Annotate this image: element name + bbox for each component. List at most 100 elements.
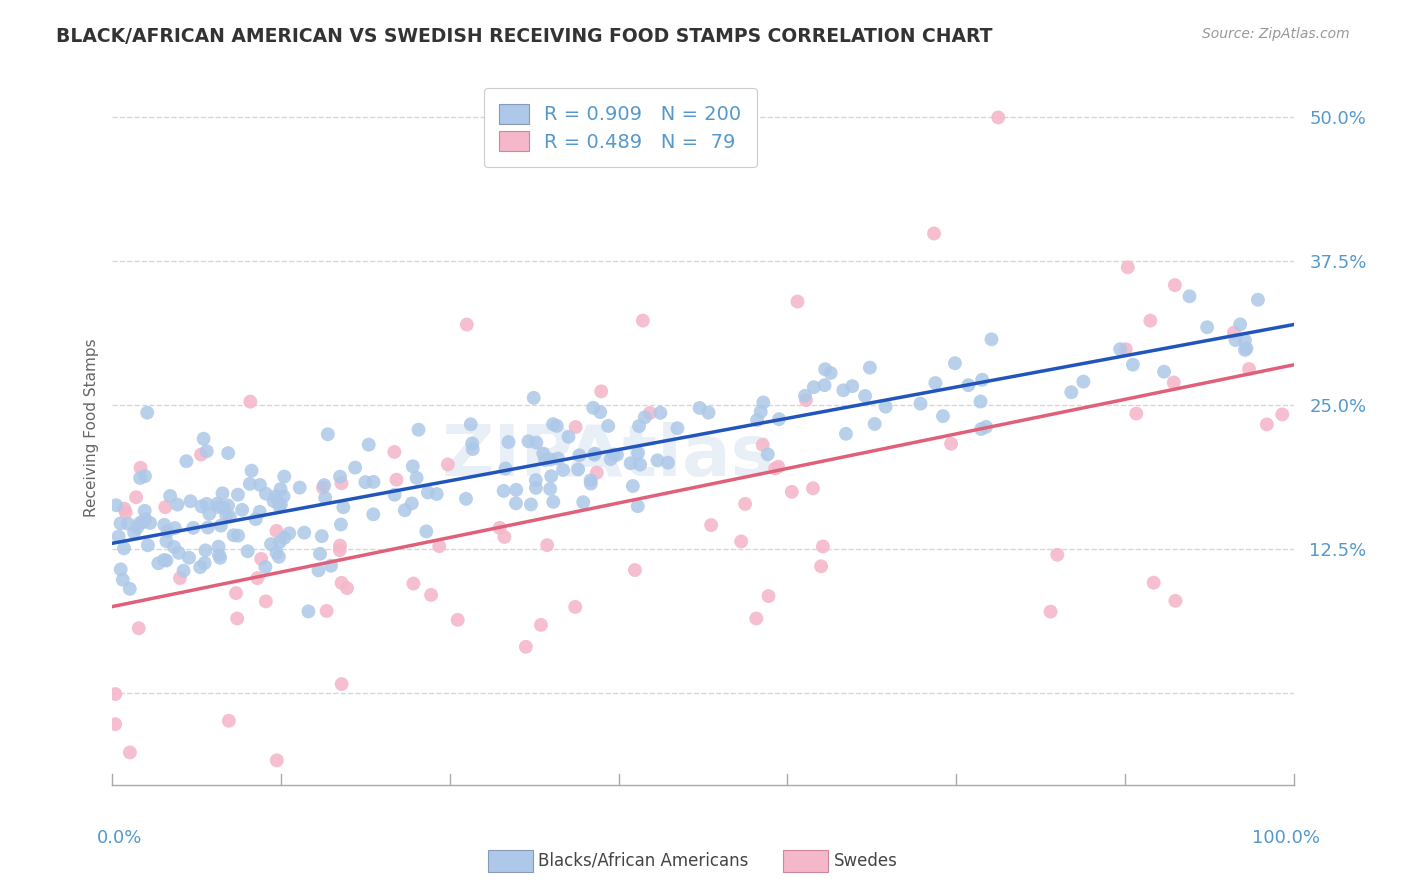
Point <box>505 483 527 497</box>
Point <box>266 524 288 538</box>
Point <box>405 471 427 485</box>
Point <box>163 540 186 554</box>
Point <box>461 442 484 456</box>
Point <box>297 604 319 618</box>
Point <box>330 575 353 590</box>
Point <box>1164 594 1187 608</box>
Point <box>910 397 932 411</box>
Point <box>494 530 516 544</box>
Point <box>666 421 689 435</box>
Point <box>540 469 562 483</box>
Point <box>195 444 218 458</box>
Point <box>218 509 240 524</box>
Text: Swedes: Swedes <box>834 852 897 870</box>
Point <box>316 427 339 442</box>
Text: ZIPAtlas: ZIPAtlas <box>443 422 775 491</box>
Point <box>763 461 786 475</box>
Point <box>236 544 259 558</box>
Point <box>598 419 620 434</box>
Point <box>620 456 643 470</box>
Point <box>402 576 425 591</box>
Point <box>628 458 651 472</box>
Point <box>505 496 527 510</box>
Point <box>939 436 962 450</box>
Point <box>155 534 177 549</box>
Point <box>254 594 277 608</box>
Point <box>385 473 408 487</box>
Point <box>768 412 790 426</box>
Point <box>112 541 135 556</box>
Point <box>853 389 876 403</box>
Point <box>155 500 177 515</box>
Point <box>139 516 162 530</box>
Point <box>194 543 217 558</box>
Point <box>786 294 808 309</box>
Point <box>402 459 425 474</box>
Point <box>166 498 188 512</box>
Point <box>197 520 219 534</box>
Point <box>1233 334 1256 348</box>
Point <box>314 491 336 505</box>
Point <box>606 448 628 462</box>
Point <box>222 528 245 542</box>
Point <box>943 356 966 370</box>
Point <box>456 318 478 332</box>
Point <box>110 516 132 531</box>
Point <box>426 487 449 501</box>
Point <box>1178 289 1201 303</box>
Point <box>136 538 159 552</box>
Point <box>591 384 613 399</box>
Point <box>332 500 354 515</box>
Point <box>974 420 997 434</box>
Y-axis label: Receiving Food Stamps: Receiving Food Stamps <box>83 339 98 517</box>
Point <box>401 496 423 510</box>
Point <box>801 481 824 495</box>
Point <box>357 438 380 452</box>
Point <box>1229 318 1251 332</box>
Point <box>215 508 238 523</box>
Point <box>266 753 288 767</box>
Point <box>568 448 591 462</box>
Point <box>1247 293 1270 307</box>
Text: Blacks/African Americans: Blacks/African Americans <box>538 852 749 870</box>
Point <box>627 419 650 434</box>
Point <box>155 553 177 567</box>
Point <box>225 586 247 600</box>
Point <box>599 452 621 467</box>
Point <box>249 478 271 492</box>
Point <box>582 401 605 415</box>
Point <box>492 483 515 498</box>
Point <box>416 485 439 500</box>
Point <box>766 459 789 474</box>
Point <box>1073 375 1095 389</box>
Point <box>803 380 825 394</box>
Point <box>546 418 568 433</box>
Point <box>524 481 547 495</box>
Point <box>226 611 249 625</box>
Point <box>745 611 768 625</box>
Point <box>589 405 612 419</box>
Point <box>190 448 212 462</box>
Point <box>756 447 779 461</box>
Text: BLACK/AFRICAN AMERICAN VS SWEDISH RECEIVING FOOD STAMPS CORRELATION CHART: BLACK/AFRICAN AMERICAN VS SWEDISH RECEIV… <box>56 27 993 45</box>
Point <box>153 553 176 567</box>
Point <box>309 547 332 561</box>
Point <box>498 435 520 450</box>
Point <box>515 640 537 654</box>
Point <box>524 473 547 487</box>
Point <box>794 393 817 408</box>
Point <box>543 495 565 509</box>
Point <box>564 420 586 434</box>
Point <box>557 430 579 444</box>
Text: 100.0%: 100.0% <box>1253 830 1320 847</box>
Point <box>193 432 215 446</box>
Point <box>240 464 263 478</box>
Point <box>207 500 229 514</box>
Point <box>207 540 229 554</box>
Point <box>1163 376 1185 390</box>
Point <box>363 475 385 489</box>
Point <box>461 436 484 450</box>
Point <box>1233 343 1256 357</box>
Point <box>814 362 837 376</box>
Point <box>218 714 240 728</box>
